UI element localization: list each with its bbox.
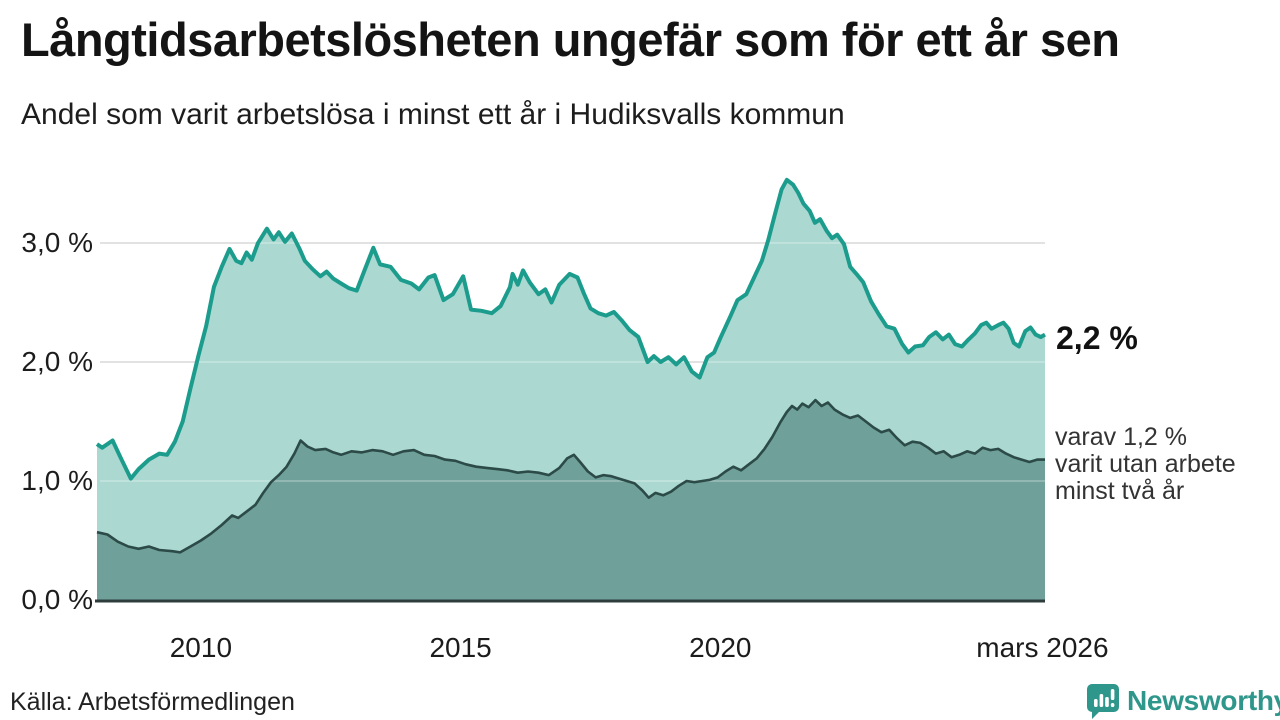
x-axis-tick: mars 2026 (976, 632, 1109, 663)
page-title: Långtidsarbetslösheten ungefär som för e… (21, 13, 1120, 66)
x-axis-tick: 2015 (429, 632, 492, 663)
y-axis-tick: 3,0 % (21, 227, 93, 258)
chart-subtitle: Andel som varit arbetslösa i minst ett å… (21, 98, 845, 131)
y-axis-tick: 1,0 % (21, 465, 93, 496)
y-axis-tick: 0,0 % (21, 584, 93, 615)
x-axis-tick: 2010 (169, 632, 233, 663)
newsworthy-wordmark: Newsworthy (1127, 685, 1280, 716)
newsworthy-logo-icon (1087, 684, 1119, 719)
line-two-year (96, 398, 1045, 554)
x-axis-tick: 2020 (689, 632, 752, 663)
area-two-year (97, 400, 1045, 600)
y-axis-tick: 2,0 % (21, 346, 93, 377)
line-one-year (95, 177, 1046, 481)
newsworthy-brand: Newsworthy (1086, 683, 1280, 719)
two-year-note-label: varav 1,2 % varit utan arbete minst två … (1055, 423, 1236, 505)
latest-value-label: 2,2 % (1056, 320, 1138, 356)
source-caption: Källa: Arbetsförmedlingen (10, 688, 295, 716)
